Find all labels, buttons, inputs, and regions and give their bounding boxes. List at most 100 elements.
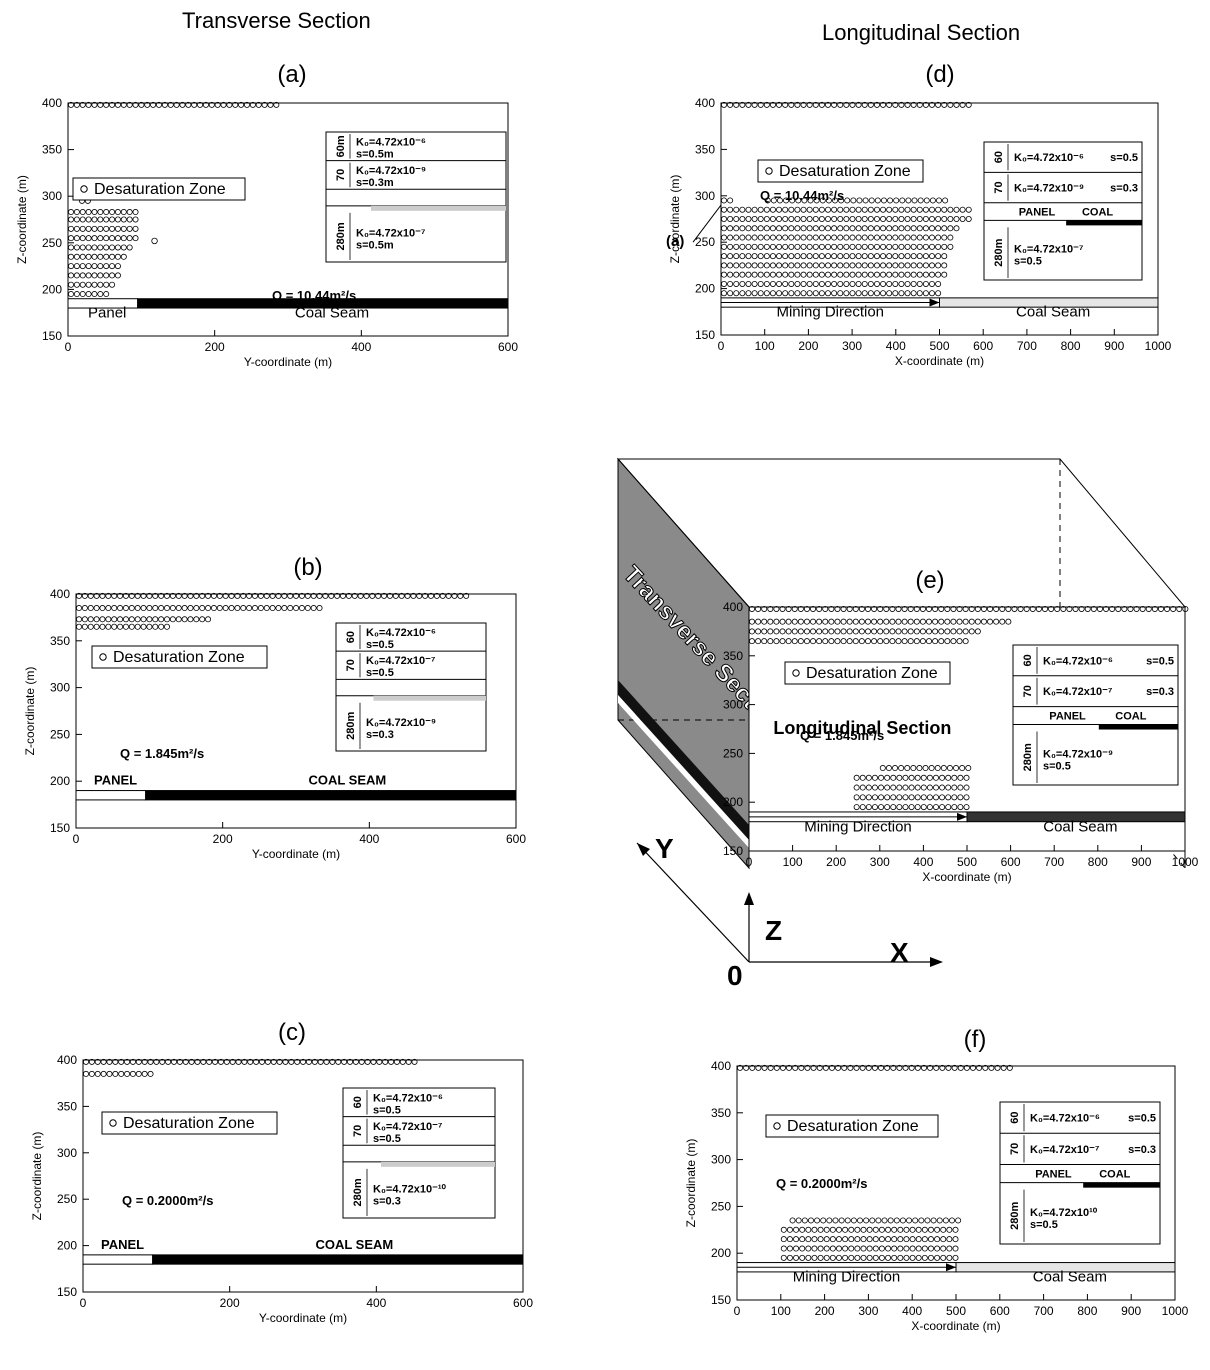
- zone-point: [733, 101, 740, 108]
- zone-point: [873, 262, 880, 269]
- x-tick-label: 0: [80, 1296, 87, 1310]
- zone-point: [87, 623, 94, 630]
- zone-point: [831, 280, 838, 287]
- zone-point: [126, 209, 133, 216]
- zone-point: [803, 638, 810, 645]
- zone-point: [860, 1226, 867, 1233]
- zone-point: [846, 605, 853, 612]
- zone-point: [310, 592, 317, 599]
- zone-point: [854, 1236, 861, 1243]
- face-panel-strip: [618, 695, 749, 848]
- zone-point: [927, 1226, 934, 1233]
- zone-point: [800, 262, 807, 269]
- y-tick-label: 350: [57, 1099, 77, 1113]
- zone-point: [755, 638, 762, 645]
- zone-point: [822, 628, 829, 635]
- zone-point: [941, 243, 948, 250]
- zone-point: [1078, 605, 1085, 612]
- zone-point: [910, 290, 917, 297]
- zone-point: [913, 618, 920, 625]
- zone-point: [99, 616, 106, 623]
- zone-point: [776, 243, 783, 250]
- zone-point: [782, 243, 789, 250]
- zone-point: [205, 592, 212, 599]
- zone-point: [916, 280, 923, 287]
- zone-point: [199, 616, 206, 623]
- zone-point: [871, 804, 878, 811]
- inset-frame: [999, 1101, 1161, 1245]
- zone-point: [253, 1058, 260, 1065]
- zone-point: [767, 628, 774, 635]
- zone-point: [375, 592, 382, 599]
- zone-point: [865, 804, 872, 811]
- zone-point: [922, 215, 929, 222]
- zone-point: [99, 605, 106, 612]
- zone-point: [884, 784, 891, 791]
- zone-point: [812, 234, 819, 241]
- x-tick-label: 200: [798, 339, 818, 353]
- zone-point: [335, 1058, 342, 1065]
- x-tick-label: 400: [886, 339, 906, 353]
- zone-point: [903, 1236, 910, 1243]
- zone-point: [855, 290, 862, 297]
- zone-point: [109, 101, 116, 108]
- zone-point: [216, 605, 223, 612]
- zone-point: [779, 628, 786, 635]
- zone-point: [234, 592, 241, 599]
- zone-point: [818, 290, 825, 297]
- zone-point: [329, 1058, 336, 1065]
- zone-point: [745, 253, 752, 260]
- zone-point: [904, 101, 911, 108]
- zone-point: [922, 206, 929, 213]
- zone-point: [810, 605, 817, 612]
- zone-point: [847, 1064, 854, 1071]
- zone-point: [1066, 605, 1073, 612]
- zone-point: [317, 1058, 324, 1065]
- zone-point: [358, 1058, 365, 1065]
- zone-point: [727, 290, 734, 297]
- zone-point: [1096, 605, 1103, 612]
- zone-point: [91, 235, 98, 242]
- zone-point: [782, 225, 789, 232]
- zone-point: [855, 280, 862, 287]
- zone-point: [745, 280, 752, 287]
- zone-point: [913, 605, 920, 612]
- zone-point: [97, 281, 104, 288]
- zone-point: [147, 1070, 154, 1077]
- zone-point: [843, 225, 850, 232]
- zone-point: [916, 225, 923, 232]
- zone-point: [763, 280, 770, 287]
- zone-point: [147, 1058, 154, 1065]
- inset-k-value: K₀=4.72x10⁻⁷: [1030, 1144, 1100, 1156]
- zone-point: [185, 101, 192, 108]
- zone-point: [170, 1058, 177, 1065]
- zone-point: [191, 101, 198, 108]
- zone-point: [109, 244, 116, 251]
- zone-point: [843, 271, 850, 278]
- zone-point: [907, 628, 914, 635]
- zone-point: [965, 215, 972, 222]
- inset-k-value: K₀=4.72x10⁻⁹: [356, 165, 426, 177]
- zone-point: [73, 281, 80, 288]
- zone-point: [721, 271, 728, 278]
- zone-point: [831, 225, 838, 232]
- panel-label: (d): [925, 61, 954, 88]
- zone-point: [835, 1236, 842, 1243]
- zone-point: [889, 618, 896, 625]
- zone-point: [834, 605, 841, 612]
- zone-point: [345, 592, 352, 599]
- zone-point: [868, 197, 875, 204]
- zone-point: [858, 605, 865, 612]
- zone-point: [879, 765, 886, 772]
- zone-point: [898, 262, 905, 269]
- zone-point: [892, 206, 899, 213]
- zone-point: [769, 234, 776, 241]
- x-axis-label: X-coordinate (m): [895, 354, 984, 368]
- zone-point: [945, 794, 952, 801]
- zone-point: [111, 616, 118, 623]
- zone-point: [896, 774, 903, 781]
- inset-s-value: s=0.5: [1110, 152, 1138, 164]
- zone-point: [898, 215, 905, 222]
- zone-point: [1023, 605, 1030, 612]
- zone-point: [132, 101, 139, 108]
